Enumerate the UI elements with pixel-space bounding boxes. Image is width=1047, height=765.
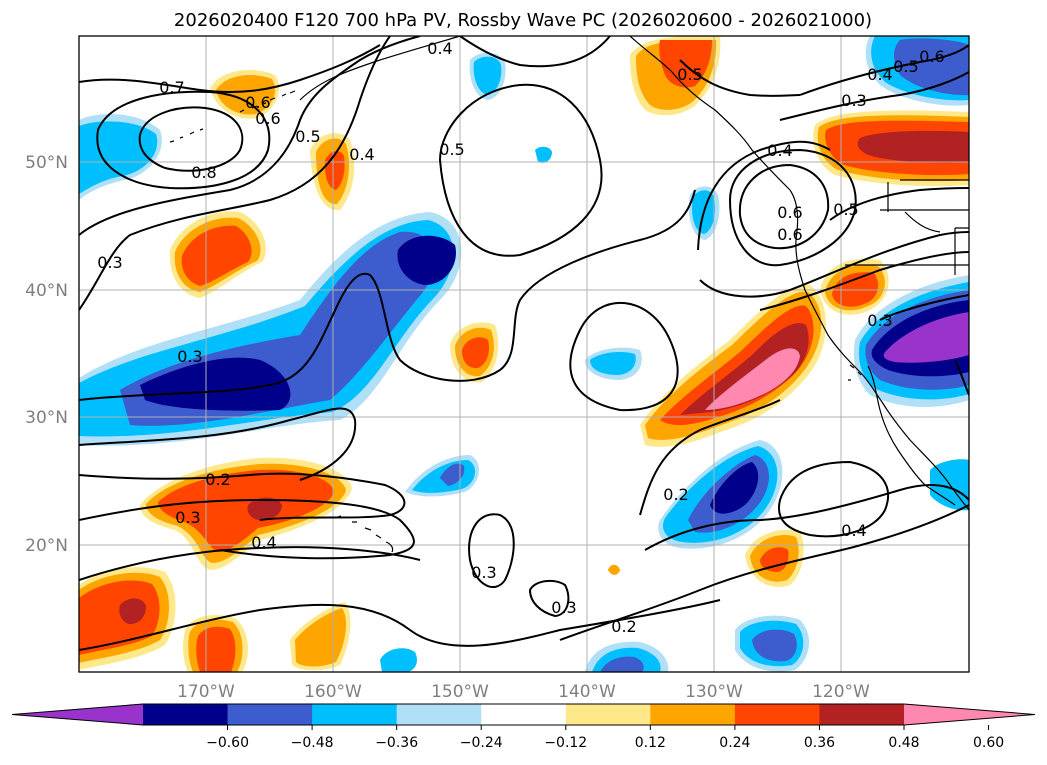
map-area: 0.7 0.6 0.6 0.5 0.8 0.4 0.5 0.3 0.3 0.2 … — [79, 36, 969, 672]
contour-03-trough — [79, 189, 696, 401]
colorbar-tick-label: 0.60 — [973, 735, 1004, 751]
colorbar-segment — [481, 704, 567, 725]
lon-label: 130°W — [685, 682, 743, 702]
contour-label: 0.4 — [427, 39, 452, 58]
contour-label: 0.3 — [471, 563, 496, 582]
map-frame — [78, 35, 970, 673]
contour-label: 0.3 — [175, 508, 200, 527]
colorbar-tick-label: 0.36 — [804, 735, 835, 751]
colorbar-tick-label: 0.24 — [719, 735, 750, 751]
contour-label: 0.4 — [867, 65, 892, 84]
contour-label: 0.6 — [255, 109, 280, 128]
pv-contours — [79, 36, 969, 651]
lon-label: 160°W — [304, 682, 362, 702]
contour-label: 0.5 — [677, 65, 702, 84]
colorbar-outline — [11, 703, 1036, 726]
colorbar-segment — [143, 704, 229, 725]
colorbar-tick-label: 0.48 — [888, 735, 919, 751]
contour-label: 0.4 — [841, 521, 866, 540]
lat-label: 20°N — [25, 536, 68, 556]
contour-label: 0.6 — [245, 93, 270, 112]
lon-label: 140°W — [558, 682, 616, 702]
lat-label: 40°N — [25, 281, 68, 301]
colorbar-tick-label: −0.48 — [291, 735, 334, 751]
latitude-labels: 50°N 40°N 30°N 20°N — [25, 153, 68, 556]
colorbar-tick-label: −0.24 — [460, 735, 503, 751]
contour-label: 0.2 — [611, 617, 636, 636]
colorbar-extend-high — [904, 704, 1035, 725]
colorbar-segment — [819, 704, 905, 725]
colorbar-segment — [650, 704, 736, 725]
contour-label: 0.3 — [97, 253, 122, 272]
lon-label: 120°W — [812, 682, 870, 702]
lon-label: 170°W — [177, 682, 235, 702]
colorbar-segment — [227, 704, 313, 725]
lat-label: 50°N — [25, 153, 68, 173]
colorbar-tick-label: −0.36 — [375, 735, 418, 751]
contour-08-loop — [138, 106, 244, 172]
contour-label: 0.6 — [777, 225, 802, 244]
negative-anomaly-fills — [79, 36, 969, 672]
contour-label: 0.5 — [295, 127, 320, 146]
contour-label: 0.2 — [663, 485, 688, 504]
colorbar: −0.60 −0.48 −0.36 −0.24 −0.12 0.12 0.24 0.36 0.4… — [11, 703, 1036, 751]
contour-label: 0.6 — [777, 203, 802, 222]
contour-label: 0.4 — [349, 145, 374, 164]
colorbar-segment — [396, 704, 482, 725]
contour-label: 0.8 — [191, 163, 216, 182]
longitude-labels: 170°W 160°W 150°W 140°W 130°W 120°W — [177, 682, 870, 702]
north-america-coast — [789, 189, 969, 511]
lat-label: 30°N — [25, 408, 68, 428]
contour-label: 0.5 — [893, 57, 918, 76]
map-title: 2026020400 F120 700 hPa PV, Rossby Wave … — [174, 10, 872, 31]
colorbar-extend-low — [12, 704, 143, 725]
contour-label: 0.4 — [251, 533, 276, 552]
contour-label: 0.4 — [767, 141, 792, 160]
contour-label: 0.5 — [439, 140, 464, 159]
alaska-coast — [299, 36, 461, 101]
contour-east-low — [738, 163, 830, 250]
contour-label: 0.2 — [205, 470, 230, 489]
lon-label: 150°W — [431, 682, 489, 702]
contour-label: 0.3 — [177, 347, 202, 366]
colorbar-tick-label: −0.60 — [206, 735, 249, 751]
contour-label: 0.3 — [867, 311, 892, 330]
colorbar-tick-label: 0.12 — [635, 735, 666, 751]
contour-label: 0.3 — [551, 598, 576, 617]
positive-anomaly-fills — [79, 36, 969, 672]
contour-label: 0.5 — [833, 200, 858, 219]
colorbar-segment — [734, 704, 820, 725]
contour-label: 0.3 — [841, 91, 866, 110]
colorbar-segment — [312, 704, 398, 725]
contour-label: 0.7 — [159, 78, 184, 97]
contour-labels: 0.7 0.6 0.6 0.5 0.8 0.4 0.5 0.3 0.3 0.2 … — [97, 39, 944, 636]
gridlines — [79, 36, 969, 672]
colorbar-segment — [565, 704, 651, 725]
colorbar-tick-label: −0.12 — [544, 735, 587, 751]
contour-label: 0.6 — [919, 47, 944, 66]
